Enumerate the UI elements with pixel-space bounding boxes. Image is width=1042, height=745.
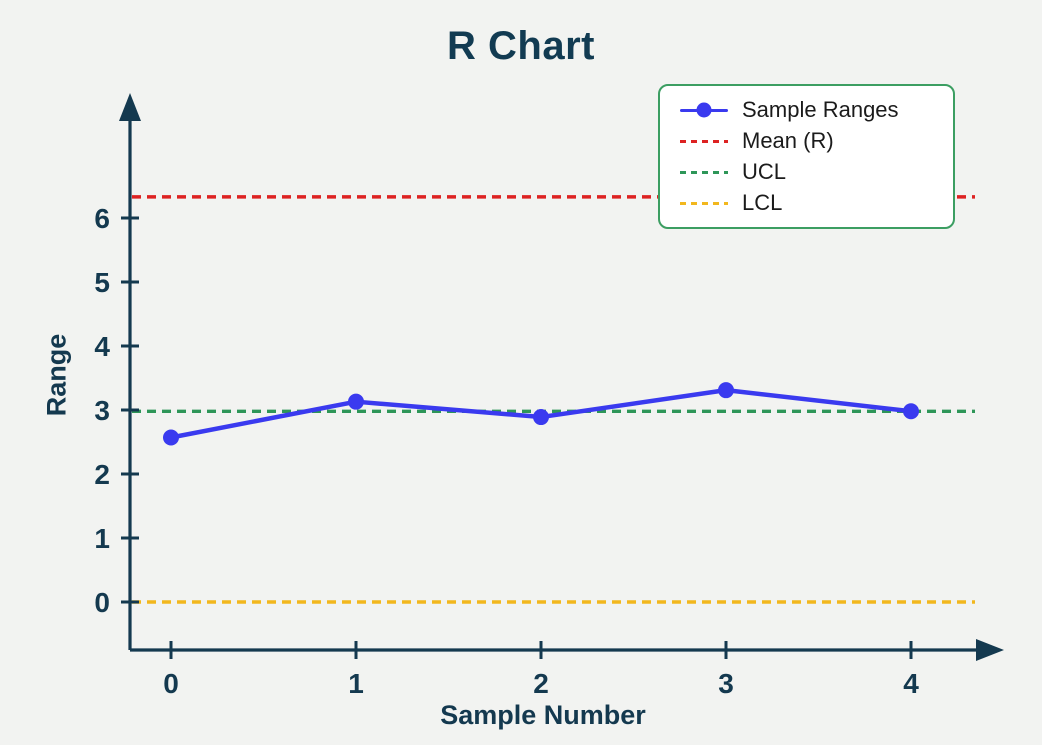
y-axis-label: Range bbox=[41, 333, 72, 417]
x-tick-label-4: 4 bbox=[903, 668, 919, 699]
data-point-4 bbox=[903, 403, 919, 420]
x-tick-label-2: 2 bbox=[533, 668, 549, 699]
x-axis-label: Sample Number bbox=[440, 700, 646, 730]
y-tick-label-5: 5 bbox=[94, 267, 110, 298]
x-tick-label-3: 3 bbox=[718, 668, 734, 699]
y-tick-label-4: 4 bbox=[94, 331, 110, 362]
data-point-1 bbox=[348, 393, 364, 410]
data-point-0 bbox=[163, 429, 179, 446]
mean-r-dashed-line-icon bbox=[680, 133, 728, 149]
y-tick-label-6: 6 bbox=[94, 203, 110, 234]
sample-ranges-line-marker-icon bbox=[680, 102, 728, 118]
legend-label-lcl: LCL bbox=[742, 190, 783, 215]
legend-label-sample-ranges: Sample Ranges bbox=[742, 97, 899, 122]
lcl-dashed-line-icon bbox=[680, 195, 728, 211]
x-tick-label-0: 0 bbox=[163, 668, 179, 699]
legend-item-ucl: UCL bbox=[680, 159, 943, 185]
y-tick-label-2: 2 bbox=[94, 459, 110, 490]
y-tick-label-0: 0 bbox=[94, 587, 110, 618]
y-axis-arrow-icon bbox=[119, 93, 141, 121]
legend-item-lcl: LCL bbox=[680, 190, 943, 216]
y-tick-label-1: 1 bbox=[94, 523, 110, 554]
data-point-2 bbox=[533, 409, 549, 426]
data-point-3 bbox=[718, 382, 734, 399]
legend-item-mean-r: Mean (R) bbox=[680, 128, 943, 154]
chart-title: R Chart bbox=[447, 24, 595, 68]
legend-label-mean-r: Mean (R) bbox=[742, 128, 834, 153]
x-tick-label-1: 1 bbox=[348, 668, 364, 699]
ucl-dashed-line-icon bbox=[680, 164, 728, 180]
x-axis-arrow-icon bbox=[976, 639, 1004, 661]
legend-label-ucl: UCL bbox=[742, 159, 787, 184]
legend-box: Sample Ranges Mean (R) UCL LCL bbox=[658, 84, 955, 229]
legend-item-sample-ranges: Sample Ranges bbox=[680, 97, 943, 123]
y-tick-label-3: 3 bbox=[94, 395, 110, 426]
